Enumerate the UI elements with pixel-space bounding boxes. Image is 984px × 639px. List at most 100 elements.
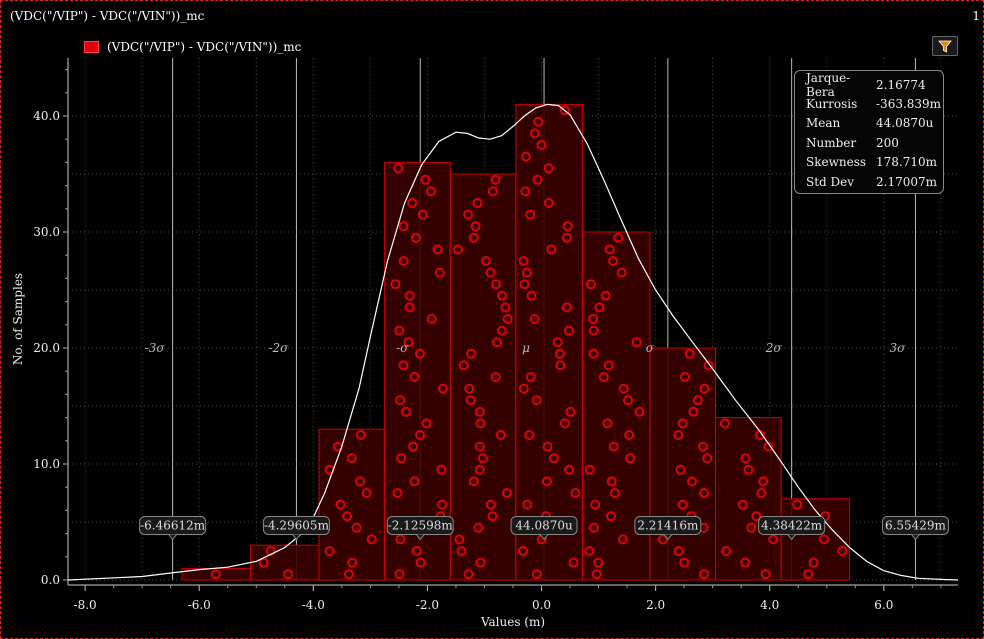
sample-marker (501, 488, 512, 498)
sample-marker (496, 325, 507, 336)
sample-marker (465, 395, 476, 406)
stats-name: Number (806, 135, 857, 150)
sample-marker (751, 511, 762, 522)
sample-marker (477, 453, 488, 464)
sample-marker (437, 499, 448, 510)
sample-marker (684, 348, 695, 359)
sample-marker (415, 557, 426, 568)
stats-row: Number 200 (795, 133, 943, 152)
sigma-value-label: -6.46612m (140, 518, 206, 532)
sample-marker (324, 546, 335, 556)
histogram-bar (318, 428, 386, 581)
sample-marker (421, 418, 432, 429)
sample-marker (411, 546, 422, 556)
sample-marker (673, 546, 684, 556)
sample-marker (721, 546, 732, 556)
sample-marker (675, 464, 686, 475)
sample-marker (588, 325, 599, 336)
sample-marker (347, 557, 358, 568)
sample-marker (404, 290, 415, 301)
sample-marker (395, 395, 406, 406)
sample-marker (543, 198, 554, 208)
sample-marker (468, 476, 479, 487)
sample-marker (473, 522, 484, 533)
sample-marker (618, 383, 629, 394)
stats-value: 178.710m (876, 155, 938, 170)
sample-marker (496, 290, 507, 301)
sigma-value-label: -4.29605m (264, 518, 330, 532)
sample-marker (625, 453, 636, 464)
sample-marker (487, 186, 498, 197)
sample-marker (585, 279, 596, 290)
filter-button[interactable] (932, 36, 958, 56)
sample-marker (598, 372, 609, 382)
sigma-value-label: -2.12598m (388, 518, 454, 532)
stats-value: 200 (876, 135, 899, 150)
sample-marker (517, 546, 528, 556)
sample-marker (526, 290, 537, 301)
sample-marker (559, 418, 570, 429)
sample-marker (518, 383, 529, 394)
sample-marker (529, 314, 540, 324)
histogram-bar (649, 347, 717, 581)
sample-marker (692, 395, 703, 406)
sample-marker (622, 395, 633, 406)
stats-row: Mean 44.0870u (795, 114, 943, 133)
sample-marker (283, 569, 294, 580)
sigma-label: 2σ (765, 341, 783, 355)
legend[interactable]: (VDC("/VIP") - VDC("/VIN"))_mc (84, 40, 301, 54)
sample-marker (536, 140, 547, 150)
stats-value: -363.839m (876, 97, 942, 112)
sample-marker (634, 406, 645, 417)
sample-marker (617, 534, 628, 545)
x-tick-label: -4.0 (302, 598, 325, 612)
sample-marker (702, 453, 713, 464)
sample-marker (437, 383, 448, 394)
sample-marker (398, 256, 409, 266)
sigma-value-label: 2.21416m (637, 518, 699, 532)
sigma-label: -3σ (145, 341, 166, 355)
sigma-label: -2σ (268, 341, 289, 355)
sample-marker (426, 186, 437, 197)
sample-marker (475, 418, 486, 429)
sample-marker (687, 476, 698, 487)
legend-swatch (84, 41, 99, 53)
sigma-value-pointer (787, 534, 797, 541)
sample-marker (677, 499, 688, 510)
sample-marker (436, 464, 447, 475)
sample-marker (485, 499, 496, 510)
y-tick-label: 30.0 (33, 225, 60, 239)
sample-marker (543, 163, 554, 174)
sample-marker (491, 279, 502, 290)
sample-marker (594, 302, 605, 313)
stats-row: Std Dev 2.17007m (795, 172, 943, 191)
sample-marker (468, 232, 479, 243)
sample-marker (404, 302, 415, 313)
stats-value: 44.0870u (876, 116, 934, 131)
sample-marker (490, 372, 501, 382)
window-title: (VDC("/VIP") - VDC("/VIN"))_mc (10, 9, 205, 23)
sample-marker (502, 314, 513, 324)
sigma-value-label: 44.0870u (515, 518, 573, 532)
sample-marker (463, 209, 474, 220)
window-corner-text: 1 (972, 9, 980, 23)
sample-marker (588, 522, 599, 533)
sample-marker (699, 488, 710, 498)
sample-marker (474, 441, 485, 452)
stats-name: Kurrosis (806, 97, 858, 112)
sample-marker (392, 488, 403, 498)
sample-marker (403, 337, 414, 348)
sample-marker (414, 348, 425, 359)
stats-row: Kurrosis -363.839m (795, 94, 943, 113)
sample-marker (531, 569, 542, 580)
y-tick-label: 40.0 (33, 109, 60, 123)
sample-marker (346, 453, 357, 464)
sample-marker (395, 534, 406, 545)
x-axis-label: Values (m) (480, 615, 545, 629)
sample-marker (563, 325, 574, 336)
sample-marker (398, 360, 409, 371)
stats-value: 2.17007m (876, 174, 938, 189)
sample-marker (463, 569, 474, 580)
sample-marker (697, 441, 708, 452)
